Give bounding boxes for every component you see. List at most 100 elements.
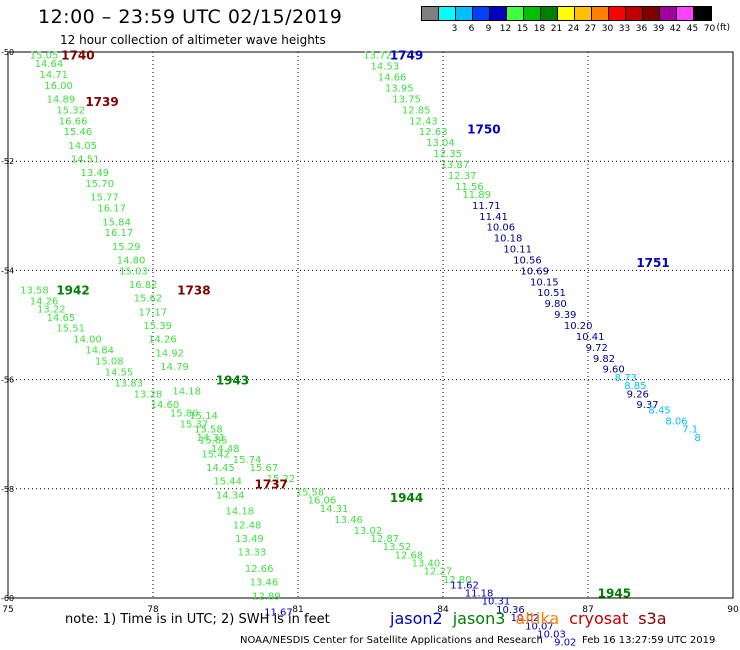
wave-height-value: 15.67 <box>250 463 279 474</box>
legend-label: 30 <box>601 24 614 34</box>
wave-height-value: 15.77 <box>90 193 119 204</box>
lat-tick-label: -52 <box>1 157 14 166</box>
legend-label: 18 <box>533 24 546 34</box>
wave-height-value: 14.71 <box>39 70 68 81</box>
legend-swatch <box>643 7 660 20</box>
pass-label: 1740 <box>61 49 94 63</box>
wave-height-value: 14.53 <box>371 62 400 73</box>
pass-label: 1738 <box>177 284 210 298</box>
wave-height-value: 15.32 <box>56 105 85 116</box>
pass-label: 1739 <box>85 95 118 109</box>
wave-height-value: 15.51 <box>56 324 85 335</box>
legend-swatch <box>524 7 541 20</box>
wave-height-value: 15.84 <box>102 217 131 228</box>
wave-height-value: 13.22 <box>37 305 66 316</box>
wave-height-value: 15.80 <box>170 408 199 419</box>
wave-height-value: 14.79 <box>160 362 189 373</box>
legend-swatch <box>439 7 456 20</box>
wave-height-value: 13.49 <box>81 168 110 179</box>
wave-height-value: 11.89 <box>462 190 491 201</box>
wave-height-value: 10.69 <box>520 266 549 277</box>
pass-label: 1737 <box>255 477 288 491</box>
wave-height-value: 12.63 <box>419 127 448 138</box>
legend-unit: (ft) <box>716 23 730 33</box>
wave-height-value: 13.95 <box>385 83 414 94</box>
legend-label: 39 <box>652 24 665 34</box>
pass-label: 1944 <box>390 491 423 505</box>
legend-swatch <box>456 7 473 20</box>
page-title: 12:00 – 23:59 UTC 02/15/2019 <box>38 6 343 28</box>
satellite-jason2: jason2 <box>390 609 443 628</box>
legend-swatch <box>575 7 592 20</box>
wave-height-value: 14.00 <box>73 335 102 346</box>
lat-tick-label: -54 <box>1 266 14 275</box>
wave-height-value: 11.62 <box>450 580 479 591</box>
wave-height-value: 15.29 <box>112 242 141 253</box>
legend-label: 27 <box>584 24 597 34</box>
wave-height-value: 12.43 <box>409 116 438 127</box>
lon-tick-label: 81 <box>292 605 303 615</box>
wave-height-value: 15.05 <box>30 51 59 62</box>
wave-height-value: 13.58 <box>20 286 49 297</box>
wave-height-value: 12.27 <box>424 567 453 578</box>
wave-height-value: 14.51 <box>71 154 100 165</box>
legend-swatch <box>507 7 524 20</box>
wave-height-value: 14.89 <box>47 94 76 105</box>
wave-height-value: 15.74 <box>233 455 262 466</box>
legend-swatch <box>677 7 694 20</box>
wave-height-value: 15.85 <box>199 436 228 447</box>
pass-label: 1749 <box>390 49 423 63</box>
wave-height-value: 13.02 <box>354 526 383 537</box>
wave-height-value: 13.75 <box>392 94 421 105</box>
credit-text: NOAA/NESDIS Center for Satellite Applica… <box>240 635 543 646</box>
wave-height-value: 16.17 <box>105 228 134 239</box>
pass-label: 1750 <box>467 122 500 136</box>
legend-color-bar <box>421 6 712 21</box>
wave-height-value: 11.18 <box>465 589 494 600</box>
wave-height-value: 13.83 <box>114 378 143 389</box>
map-frame <box>7 51 734 599</box>
wave-height-value: 9.80 <box>545 299 567 310</box>
legend-swatch <box>541 7 558 20</box>
legend-swatch <box>422 7 439 20</box>
page-subtitle: 12 hour collection of altimeter wave hei… <box>60 33 326 47</box>
wave-height-value: 14.18 <box>226 507 255 518</box>
legend-labels: 3 6 9 12 15 18 21 24 27 30 33 36 39 42 45 70 <box>429 24 720 34</box>
wave-height-value: 16.66 <box>59 116 88 127</box>
wave-height-value: 10.56 <box>513 255 542 266</box>
wave-height-value: 17.17 <box>139 307 168 318</box>
legend-label: 6 <box>468 24 475 34</box>
pass-label: 1945 <box>598 587 631 601</box>
wave-height-value: 8.85 <box>624 381 646 392</box>
wave-height-value: 13.40 <box>412 559 441 570</box>
legend-swatch <box>592 7 609 20</box>
footer-note: note: 1) Time is in UTC; 2) SWH is in fe… <box>65 612 330 627</box>
wave-height-value: 15.42 <box>201 449 230 460</box>
wave-height-value: 10.07 <box>525 621 554 632</box>
wave-height-value: 7.1 <box>682 425 698 436</box>
wave-height-value: 13.49 <box>235 534 264 545</box>
wave-height-value: 14.64 <box>35 59 64 70</box>
satellite-jason3: jason3 <box>452 609 506 628</box>
wave-height-value: 14.84 <box>85 346 114 357</box>
wave-height-value: 15.22 <box>267 474 296 485</box>
wave-height-value: 10.51 <box>537 288 566 299</box>
legend-label: 15 <box>516 24 529 34</box>
wave-height-value: 9.39 <box>554 310 576 321</box>
wave-height-value: 13.46 <box>334 515 363 526</box>
wave-height-value: 14.55 <box>105 367 134 378</box>
legend-swatch <box>609 7 626 20</box>
satellite-altika: altika <box>515 609 560 628</box>
legend-label: 21 <box>550 24 563 34</box>
wave-height-value: 15.58 <box>194 425 223 436</box>
wave-height-value: 10.20 <box>564 321 593 332</box>
wave-height-value: 9.26 <box>627 389 649 400</box>
wave-height-value: 11.67 <box>264 608 293 619</box>
lat-tick-label: -58 <box>1 485 14 494</box>
wave-height-value: 10.36 <box>496 605 525 616</box>
wave-height-value: 16.00 <box>44 81 73 92</box>
legend-label: 24 <box>567 24 580 34</box>
wave-height-value: 10.02 <box>511 613 540 624</box>
wave-height-value: 14.80 <box>117 255 146 266</box>
